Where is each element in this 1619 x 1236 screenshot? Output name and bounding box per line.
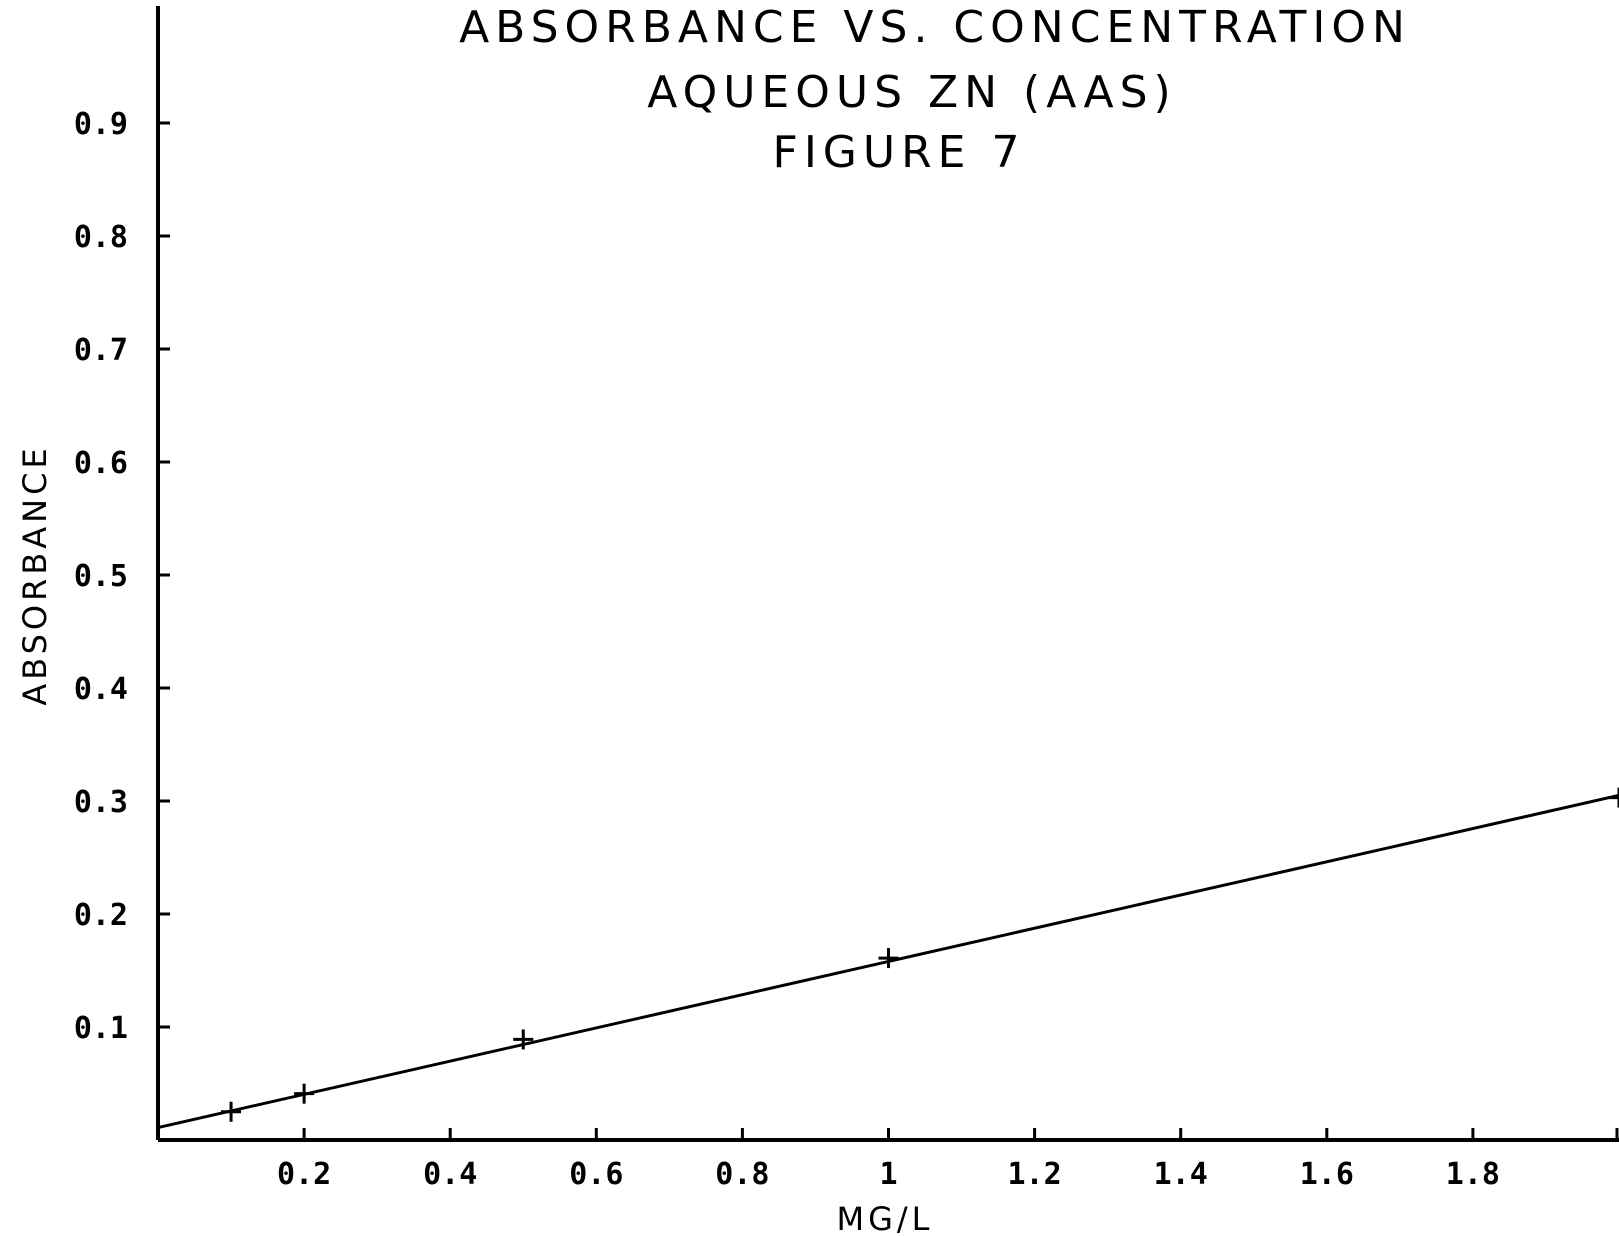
title-line-1: ABSORBANCE VS. CONCENTRATION [459,2,1411,53]
x-tick-label: 0.8 [715,1157,769,1192]
x-tick-label: 1 [879,1157,897,1192]
data-point [221,1101,242,1122]
data-point [1609,787,1619,808]
x-tick-label: 1.8 [1446,1157,1500,1192]
x-tick-label: 0.6 [569,1157,623,1192]
y-tick-label: 0.1 [74,1011,128,1046]
data-point [878,948,899,969]
x-ticks: 0.2 0.4 0.6 0.8 1 1.2 1.4 1.6 1.8 [277,1128,1500,1192]
title-line-2: AQUEOUS ZN (AAS) [647,67,1176,118]
y-tick-label: 0.3 [74,785,128,820]
y-tick-label: 0.8 [74,220,128,255]
y-tick-label: 0.5 [74,559,128,594]
x-axis-title: MG/L [836,1200,933,1236]
y-tick-label: 0.2 [74,898,128,933]
chart-title: ABSORBANCE VS. CONCENTRATION AQUEOUS ZN … [459,2,1411,178]
y-tick-label: 0.9 [74,107,128,142]
y-axis-line [156,6,160,1140]
data-point [294,1083,315,1104]
y-tick-label: 0.7 [74,333,128,368]
data-points [221,787,1619,1122]
y-tick-label: 0.4 [74,672,128,707]
title-line-3: FIGURE 7 [773,127,1026,178]
x-tick-label: 0.4 [423,1157,477,1192]
x-tick-label: 1.4 [1154,1157,1208,1192]
x-tick-label: 1.2 [1008,1157,1062,1192]
x-tick-label: 1.6 [1300,1157,1354,1192]
y-tick-label: 0.6 [74,446,128,481]
y-axis-title: ABSORBANCE [16,444,54,705]
y-ticks: 0.1 0.2 0.3 0.4 0.5 0.6 0.7 0.8 0.9 [74,107,170,1046]
x-tick-label: 0.2 [277,1157,331,1192]
data-point [513,1029,534,1050]
